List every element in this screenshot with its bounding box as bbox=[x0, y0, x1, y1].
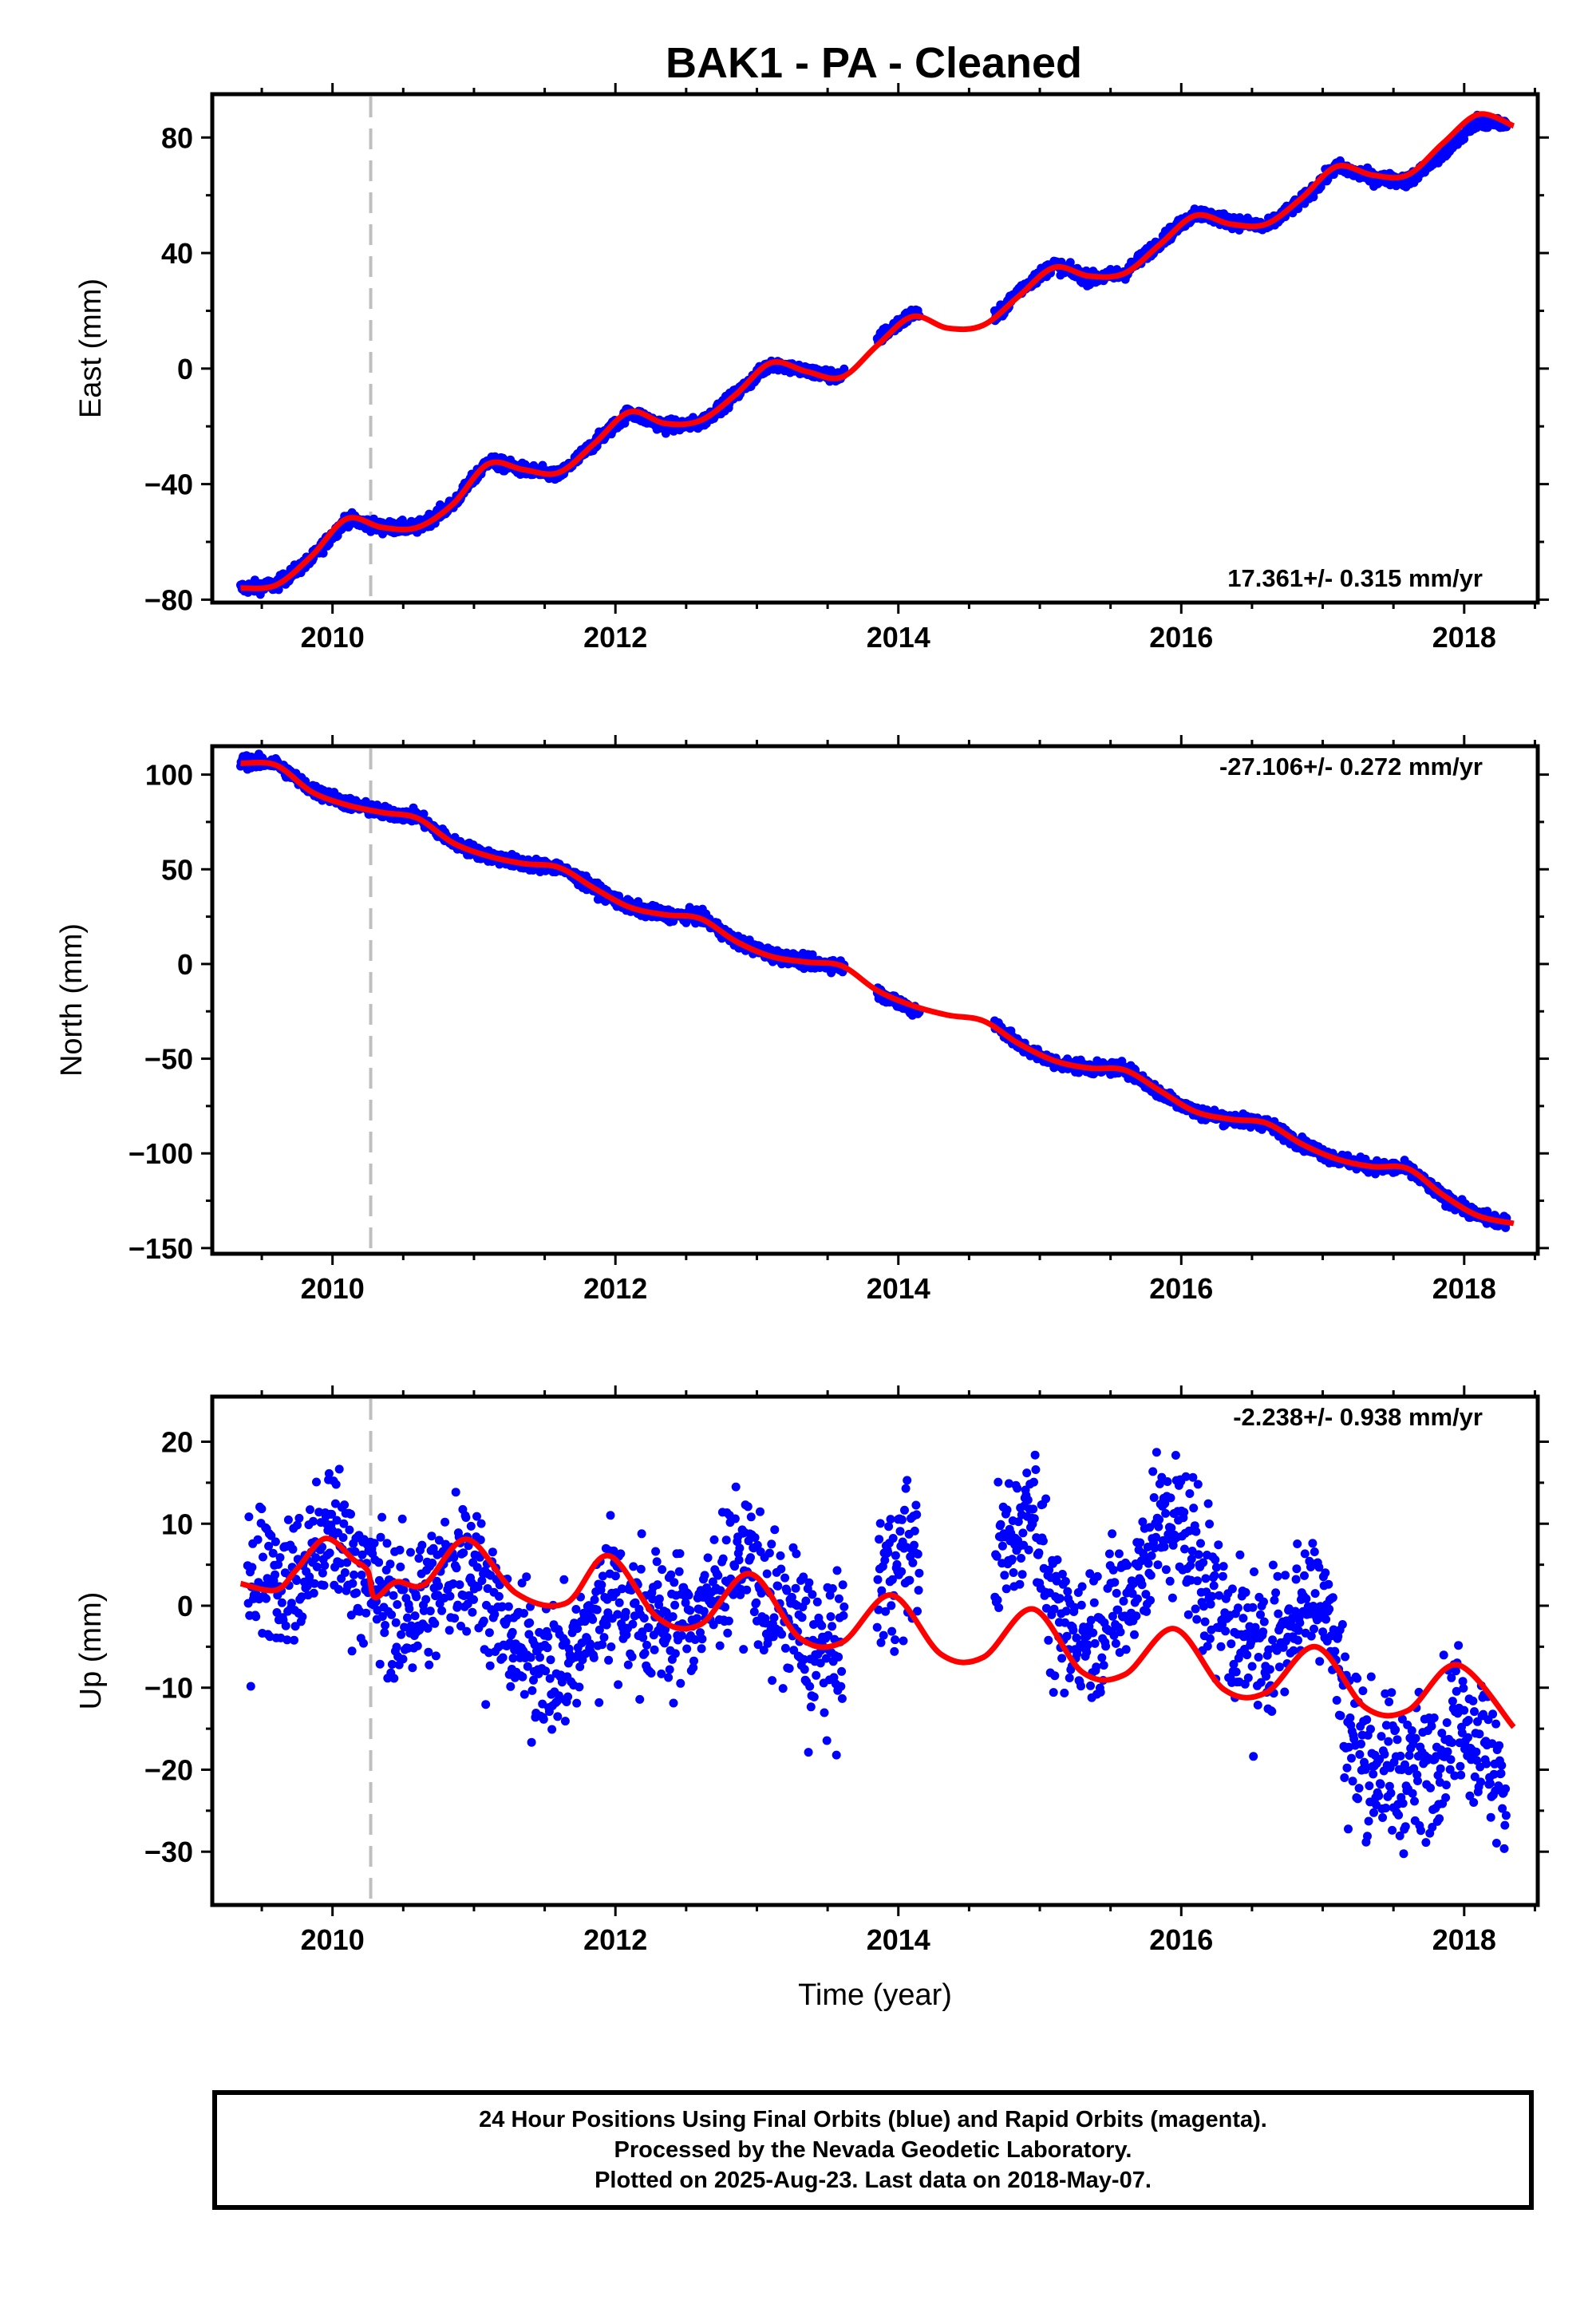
observation-point bbox=[288, 1544, 298, 1554]
observation-point bbox=[251, 1612, 261, 1622]
observation-point bbox=[839, 364, 849, 373]
x-tick-label: 2014 bbox=[867, 1272, 930, 1305]
x-tick-label: 2010 bbox=[301, 1272, 365, 1305]
observation-point bbox=[318, 1568, 327, 1578]
observation-point bbox=[257, 1504, 267, 1514]
x-tick-label: 2018 bbox=[1432, 1272, 1496, 1305]
observation-point bbox=[264, 1541, 274, 1551]
x-tick-label: 2014 bbox=[867, 621, 930, 654]
observation-point bbox=[293, 1520, 302, 1530]
velocity-rate-label: -27.106+/- 0.272 mm/yr bbox=[1219, 753, 1483, 781]
y-tick-label: −50 bbox=[144, 1043, 193, 1076]
observation-point bbox=[340, 1500, 350, 1510]
y-tick-label: 40 bbox=[161, 237, 193, 270]
observation-point bbox=[309, 1588, 318, 1598]
observation-point bbox=[290, 1635, 298, 1645]
observation-point bbox=[271, 1570, 280, 1579]
observation-point bbox=[312, 1477, 321, 1487]
observation-point bbox=[336, 1559, 346, 1568]
observation-point bbox=[338, 1533, 348, 1543]
observation-point bbox=[253, 1535, 263, 1544]
x-tick-label: 2012 bbox=[583, 1272, 647, 1305]
observation-point bbox=[274, 1559, 283, 1569]
observation-point bbox=[334, 1464, 344, 1474]
observation-point bbox=[272, 1608, 282, 1617]
y-tick-label: 50 bbox=[161, 853, 193, 886]
observation-point bbox=[277, 1598, 286, 1607]
observation-point bbox=[327, 1509, 337, 1519]
y-tick-label: 100 bbox=[145, 759, 193, 792]
observation-point bbox=[306, 1505, 314, 1515]
observation-point bbox=[292, 1576, 302, 1585]
y-tick-label: 0 bbox=[177, 948, 193, 981]
observation-point bbox=[340, 1568, 350, 1577]
observation-point bbox=[309, 1516, 318, 1526]
north-panel: 2010 2012 2014 2016 2018 100 50 0 −50 −100 −150 Nor… bbox=[55, 735, 1549, 1305]
observation-point bbox=[325, 1548, 334, 1558]
observation-point bbox=[282, 1635, 292, 1645]
y-axis-label: East (mm) bbox=[74, 279, 108, 418]
model-fit-curve bbox=[240, 759, 1515, 1227]
y-tick-label: 80 bbox=[161, 121, 193, 154]
observation-point bbox=[294, 1513, 304, 1523]
observation-point bbox=[310, 1579, 319, 1588]
x-tick-label: 2016 bbox=[1149, 1272, 1213, 1305]
observation-point bbox=[311, 1553, 321, 1563]
observation-point bbox=[419, 809, 429, 819]
observation-point bbox=[271, 1537, 280, 1547]
observation-point bbox=[267, 1531, 276, 1540]
model-fit-curve bbox=[240, 111, 1515, 591]
x-tick-label: 2018 bbox=[1432, 621, 1496, 654]
y-tick-label: −80 bbox=[144, 583, 193, 616]
observation-point bbox=[298, 1612, 307, 1622]
observation-point bbox=[331, 1480, 341, 1489]
y-tick-label: −150 bbox=[128, 1232, 193, 1265]
observation-point bbox=[275, 1553, 285, 1563]
observation-point bbox=[247, 1563, 257, 1572]
observation-point bbox=[318, 548, 328, 558]
x-tick-label: 2012 bbox=[583, 621, 647, 654]
observation-point bbox=[342, 1558, 352, 1567]
velocity-rate-label: 17.361+/- 0.315 mm/yr bbox=[1227, 564, 1483, 592]
plot-frame bbox=[210, 92, 1540, 605]
observation-point bbox=[319, 1581, 329, 1590]
observation-point bbox=[312, 1562, 322, 1571]
y-tick-label: 0 bbox=[177, 353, 193, 385]
east-panel: 2010 2012 2014 2016 2018 80 40 0 −40 −80 East (mm)… bbox=[74, 83, 1549, 654]
observation-point bbox=[334, 1585, 343, 1594]
plot-frame bbox=[210, 744, 1540, 1256]
figure-title: BAK1 - PA - Cleaned bbox=[666, 39, 1082, 87]
observation-point bbox=[324, 1468, 334, 1478]
observation-point bbox=[345, 1525, 354, 1535]
observation-point bbox=[332, 1516, 342, 1525]
x-tick-label: 2010 bbox=[301, 621, 365, 654]
observation-point bbox=[286, 1599, 296, 1608]
observation-point bbox=[244, 1512, 254, 1522]
y-tick-label: −100 bbox=[128, 1137, 193, 1170]
observation-point bbox=[330, 1499, 340, 1508]
observation-points bbox=[243, 1448, 1511, 1859]
x-tick-label: 2016 bbox=[1149, 621, 1213, 654]
observation-point bbox=[281, 1621, 290, 1630]
observation-point bbox=[262, 1594, 271, 1603]
observation-point bbox=[320, 1561, 330, 1571]
observation-point bbox=[339, 1519, 349, 1528]
observation-point bbox=[246, 1682, 255, 1691]
y-tick-label: −40 bbox=[144, 468, 193, 501]
observation-point bbox=[259, 1552, 267, 1562]
observation-point bbox=[268, 1548, 278, 1558]
observation-point bbox=[283, 1515, 293, 1524]
y-axis-label: North (mm) bbox=[55, 923, 89, 1077]
observation-point bbox=[314, 1508, 324, 1517]
